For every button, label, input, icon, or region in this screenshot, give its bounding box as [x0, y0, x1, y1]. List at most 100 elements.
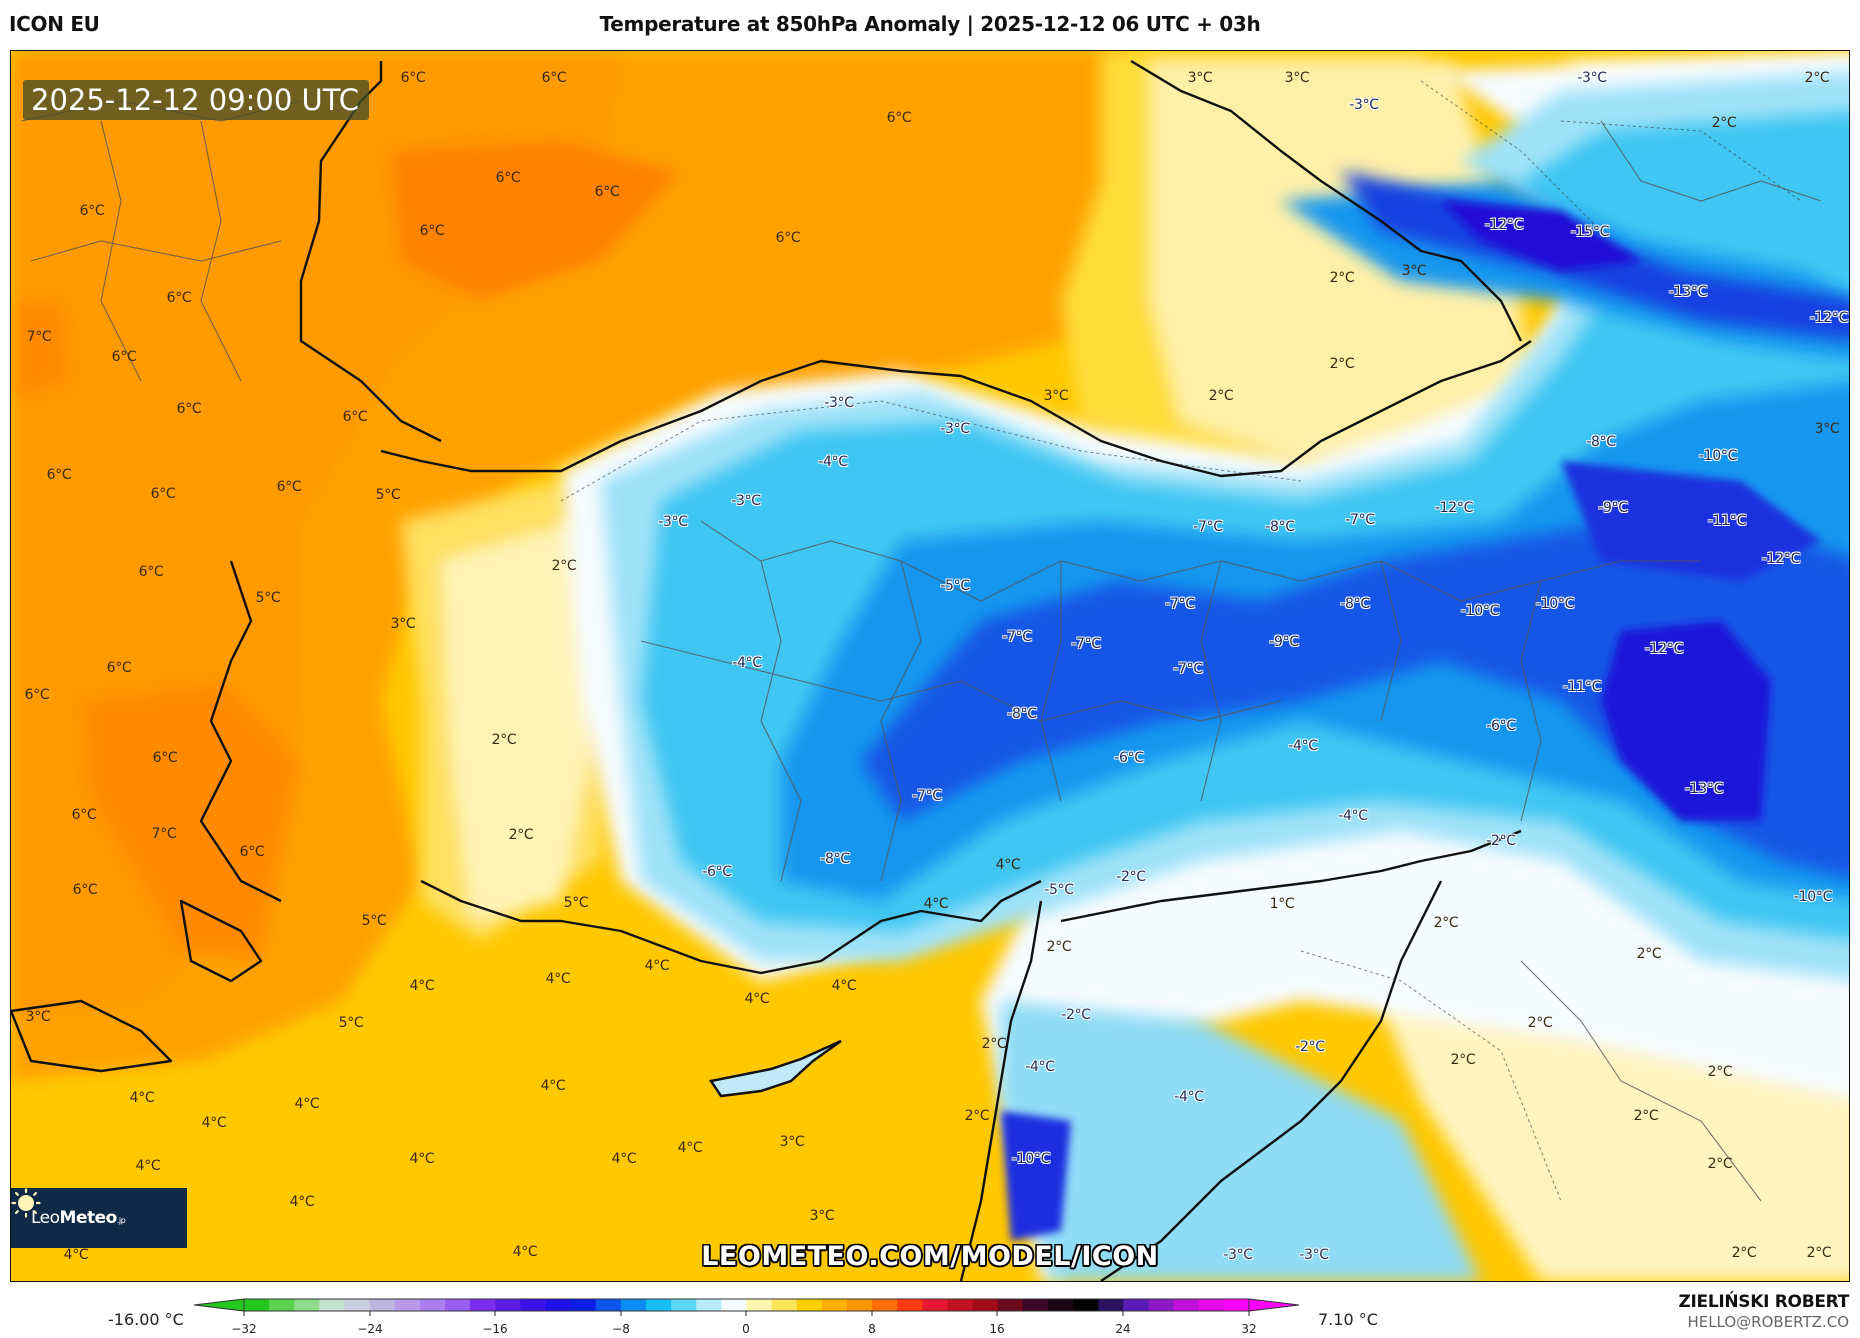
temperature-label: 1°C: [1269, 896, 1295, 912]
temperature-label: -10°C: [1698, 448, 1738, 464]
temperature-label: -10°C: [1011, 1151, 1051, 1167]
temperature-label: 2°C: [1633, 1108, 1659, 1124]
temperature-label: -8°C: [820, 851, 850, 867]
colorbar-tick-label: 0: [742, 1322, 750, 1336]
leometeo-logo[interactable]: LeoMeteo.jp: [11, 1188, 187, 1248]
temperature-label: 4°C: [201, 1115, 227, 1131]
temperature-label: 4°C: [831, 978, 857, 994]
temperature-label: 6°C: [72, 882, 98, 898]
temperature-label: 6°C: [106, 660, 132, 676]
temperature-label: -5°C: [940, 578, 970, 594]
temperature-label: 2°C: [981, 1036, 1007, 1052]
temperature-label: 3°C: [25, 1009, 51, 1025]
temperature-label: -7°C: [1173, 661, 1203, 677]
temperature-label: -3°C: [731, 493, 761, 509]
temperature-label: -2°C: [1486, 833, 1516, 849]
temperature-label: 4°C: [677, 1140, 703, 1156]
temperature-label: 6°C: [24, 687, 50, 703]
temperature-label: -11°C: [1707, 513, 1747, 529]
temperature-label: 2°C: [1707, 1156, 1733, 1172]
temperature-label: 3°C: [1187, 70, 1213, 86]
temperature-label: -7°C: [1193, 519, 1223, 535]
temperature-label: -12°C: [1809, 310, 1849, 326]
temperature-label: 4°C: [611, 1151, 637, 1167]
temperature-label: 6°C: [419, 223, 445, 239]
temperature-label: 4°C: [545, 971, 571, 987]
temperature-label: 6°C: [495, 170, 521, 186]
temperature-label: 2°C: [491, 732, 517, 748]
temperature-label: 6°C: [775, 230, 801, 246]
temperature-label: 2°C: [1208, 388, 1234, 404]
temperature-label: -8°C: [1586, 434, 1616, 450]
colorbar-tick-label: 8: [868, 1322, 876, 1336]
temperature-anomaly-field: [11, 51, 1849, 1281]
author-name: ZIELIŃSKI ROBERT: [1678, 1292, 1849, 1312]
temperature-label: -10°C: [1460, 603, 1500, 619]
colorbar-min-value: -16.00 °C: [108, 1310, 184, 1329]
temperature-label: 4°C: [289, 1194, 315, 1210]
temperature-label: -10°C: [1535, 596, 1575, 612]
temperature-label: 5°C: [338, 1015, 364, 1031]
valid-time-badge: 2025-12-12 09:00 UTC: [23, 80, 370, 120]
temperature-label: -15°C: [1570, 224, 1610, 240]
temperature-label: -12°C: [1484, 217, 1524, 233]
temperature-label: -6°C: [1114, 750, 1144, 766]
temperature-label: 6°C: [166, 290, 192, 306]
temperature-label: -3°C: [658, 514, 688, 530]
temperature-label: -11°C: [1562, 679, 1602, 695]
temperature-label: -3°C: [824, 395, 854, 411]
temperature-label: 4°C: [512, 1244, 538, 1260]
temperature-label: 2°C: [1046, 939, 1072, 955]
temperature-label: 3°C: [809, 1208, 835, 1224]
temperature-label: -7°C: [912, 788, 942, 804]
temperature-label: 4°C: [135, 1158, 161, 1174]
temperature-label: -4°C: [1174, 1089, 1204, 1105]
temperature-label: 4°C: [409, 978, 435, 994]
temperature-label: -7°C: [1345, 512, 1375, 528]
temperature-label: 3°C: [1401, 263, 1427, 279]
temperature-label: 7°C: [151, 826, 177, 842]
map-canvas[interactable]: 6°C 6°C 6°C 6°C 6°C 6°C 6°C 6°C 6°C 7°C 6°C 6°C 6°C 6…: [10, 50, 1850, 1282]
colorbar-tick-label: 16: [989, 1322, 1005, 1336]
temperature-label: -2°C: [1061, 1007, 1091, 1023]
temperature-labels: 6°C 6°C 6°C 6°C 6°C 6°C 6°C 6°C 6°C 7°C 6°C 6°C 6°C 6…: [11, 51, 1849, 1281]
temperature-label: -6°C: [702, 864, 732, 880]
temperature-label: -6°C: [1486, 718, 1516, 734]
temperature-label: -13°C: [1684, 781, 1724, 797]
temperature-label: -4°C: [732, 655, 762, 671]
temperature-label: -3°C: [1349, 97, 1379, 113]
temperature-label: 4°C: [540, 1078, 566, 1094]
colorbar-tick-label: −32: [231, 1322, 257, 1336]
colorbar: -16.00 °C −32 −24 −16 −8 0 8 16 24 32 7.10 °C: [0, 1290, 1860, 1338]
temperature-label: 6°C: [46, 467, 72, 483]
temperature-label: 6°C: [400, 70, 426, 86]
colorbar-tick-label: 24: [1115, 1322, 1131, 1336]
temperature-label: 4°C: [923, 896, 949, 912]
temperature-label: -4°C: [1025, 1059, 1055, 1075]
temperature-label: -7°C: [1002, 629, 1032, 645]
temperature-label: -12°C: [1434, 500, 1474, 516]
colorbar-tick-label: −16: [482, 1322, 508, 1336]
temperature-label: 6°C: [594, 184, 620, 200]
temperature-label: 3°C: [1284, 70, 1310, 86]
temperature-label: 6°C: [541, 70, 567, 86]
temperature-label: -2°C: [1116, 869, 1146, 885]
temperature-label: -3°C: [940, 421, 970, 437]
temperature-label: -12°C: [1644, 641, 1684, 657]
temperature-label: 2°C: [1711, 115, 1737, 131]
author-email[interactable]: HELLO@ROBERTZ.CO: [1687, 1313, 1849, 1331]
temperature-label: -7°C: [1165, 596, 1195, 612]
temperature-label: -3°C: [1577, 70, 1607, 86]
colorbar-tick-label: −8: [612, 1322, 630, 1336]
temperature-label: 4°C: [644, 958, 670, 974]
temperature-label: 3°C: [1814, 421, 1840, 437]
temperature-label: -13°C: [1668, 284, 1708, 300]
temperature-label: 3°C: [390, 616, 416, 632]
temperature-label: -12°C: [1761, 551, 1801, 567]
temperature-label: 6°C: [276, 479, 302, 495]
temperature-label: -4°C: [818, 454, 848, 470]
temperature-label: 2°C: [1433, 915, 1459, 931]
source-watermark: LEOMETEO.COM/MODEL/ICON: [701, 1241, 1159, 1272]
temperature-label: 2°C: [1707, 1064, 1733, 1080]
temperature-label: 4°C: [995, 857, 1021, 873]
